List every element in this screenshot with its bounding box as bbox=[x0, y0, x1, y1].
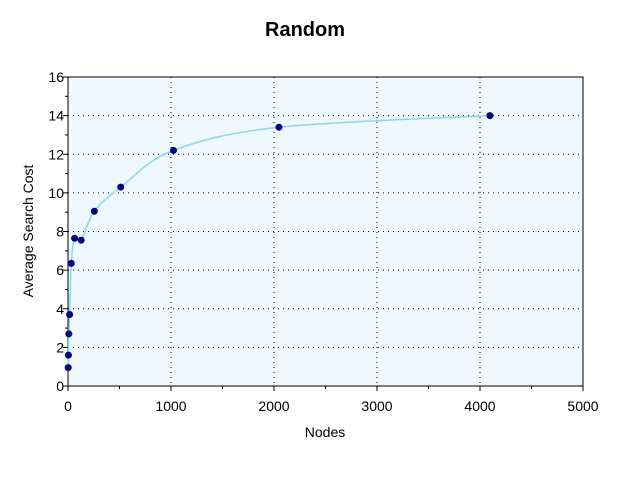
y-tick-label: 2 bbox=[56, 339, 64, 355]
y-tick-label: 12 bbox=[48, 146, 64, 162]
y-axis-label: Average Search Cost bbox=[20, 164, 36, 297]
grid bbox=[68, 77, 583, 386]
x-tick-label: 2000 bbox=[258, 398, 289, 414]
data-point bbox=[77, 236, 85, 244]
y-tick-label: 6 bbox=[56, 262, 64, 278]
y-tick-label: 16 bbox=[48, 69, 64, 85]
data-point bbox=[71, 234, 79, 242]
data-point bbox=[65, 330, 73, 338]
data-point bbox=[117, 183, 125, 191]
data-point bbox=[67, 259, 75, 267]
data-point bbox=[90, 207, 98, 215]
data-point bbox=[66, 311, 74, 319]
y-tick-labels: 0 2 4 6 8 10 12 14 16 bbox=[48, 69, 64, 394]
chart-title: Random bbox=[265, 19, 345, 41]
axis-ticks bbox=[63, 76, 584, 391]
x-tick-label: 3000 bbox=[361, 398, 392, 414]
data-point bbox=[169, 146, 177, 154]
x-tick-label: 1000 bbox=[155, 398, 186, 414]
x-tick-label: 5000 bbox=[567, 398, 598, 414]
data-point bbox=[275, 123, 283, 131]
data-point bbox=[486, 112, 494, 120]
data-points bbox=[64, 112, 494, 372]
y-tick-label: 14 bbox=[48, 108, 64, 124]
x-tick-label: 0 bbox=[64, 398, 72, 414]
y-tick-label: 10 bbox=[48, 185, 64, 201]
x-tick-labels: 0 1000 2000 3000 4000 5000 bbox=[64, 398, 599, 414]
y-tick-label: 8 bbox=[56, 224, 64, 240]
data-point bbox=[64, 364, 72, 372]
x-tick-label: 4000 bbox=[464, 398, 495, 414]
y-tick-label: 0 bbox=[56, 378, 64, 394]
data-point bbox=[64, 351, 72, 359]
y-tick-label: 4 bbox=[56, 301, 64, 317]
x-axis-label: Nodes bbox=[305, 424, 345, 440]
